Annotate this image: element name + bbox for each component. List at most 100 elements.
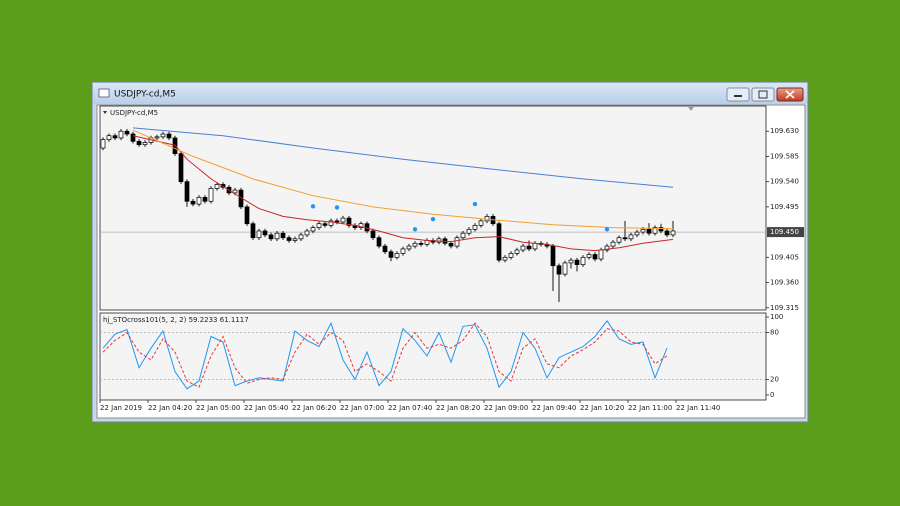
- candle-body: [286, 237, 292, 241]
- candle-body: [262, 230, 268, 236]
- x-tick-label: 22 Jan 2019: [100, 404, 142, 412]
- candle-body: [412, 242, 418, 247]
- moving-average: [132, 135, 674, 252]
- x-tick-label: 22 Jan 05:00: [196, 404, 240, 412]
- candle-body: [502, 256, 508, 261]
- candle-body: [616, 237, 622, 243]
- candle-body: [166, 133, 172, 139]
- candle-body: [268, 234, 274, 240]
- indicator-panel: [99, 312, 767, 401]
- candle-body: [124, 130, 130, 135]
- candle-body: [334, 220, 340, 223]
- candle-body: [586, 254, 592, 258]
- x-tick-label: 22 Jan 09:00: [484, 404, 528, 412]
- x-tick-label: 22 Jan 05:40: [244, 404, 288, 412]
- restore-icon: [758, 90, 768, 99]
- candle-body: [382, 245, 388, 253]
- candle-body: [496, 223, 502, 261]
- signal-dot: [310, 204, 316, 209]
- candle-body: [640, 228, 646, 233]
- y-tick-label: 109.540: [770, 178, 799, 186]
- y-tick-label: 20: [770, 375, 779, 383]
- candle-body: [658, 227, 664, 232]
- candle-body: [634, 231, 640, 236]
- window-title: USDJPY-cd,M5: [114, 90, 176, 100]
- minimize-button[interactable]: [726, 87, 750, 102]
- candle-body: [574, 259, 580, 265]
- candle-body: [130, 133, 136, 142]
- shift-marker: [688, 107, 694, 111]
- x-tick-label: 22 Jan 11:40: [676, 404, 720, 412]
- candle-body: [394, 253, 400, 258]
- candle-body: [610, 241, 616, 247]
- candle-body: [466, 228, 472, 234]
- candle-body: [298, 234, 304, 240]
- candle-body: [562, 262, 568, 275]
- candle-body: [598, 249, 604, 260]
- candle-body: [112, 135, 118, 139]
- indicator-label: hj_STOcross101(5, 2, 2) 59.2233 61.1117: [103, 316, 249, 324]
- candle-body: [550, 245, 556, 267]
- candle-body: [250, 223, 256, 239]
- candle-body: [118, 130, 124, 139]
- candle-body: [214, 184, 220, 189]
- oscillator-line: [102, 320, 668, 390]
- signal-dot: [412, 227, 418, 232]
- x-tick-label: 22 Jan 07:40: [388, 404, 432, 412]
- candle-body: [508, 253, 514, 258]
- candle-body: [322, 223, 328, 226]
- restore-button[interactable]: [751, 87, 775, 102]
- candle-body: [532, 242, 538, 250]
- y-tick-label: 109.405: [770, 253, 799, 261]
- candle-body: [292, 238, 298, 241]
- candle-body: [388, 251, 394, 258]
- candle-body: [358, 223, 364, 228]
- candle-body: [244, 206, 250, 225]
- x-tick-label: 22 Jan 06:20: [292, 404, 336, 412]
- candle-body: [370, 230, 376, 239]
- x-tick-label: 22 Jan 07:00: [340, 404, 384, 412]
- candle-body: [580, 256, 586, 265]
- x-tick-label: 22 Jan 10:20: [580, 404, 624, 412]
- signal-dot: [604, 227, 610, 232]
- chart-menu-icon: [103, 111, 107, 114]
- candle-body: [454, 237, 460, 247]
- candle-body: [628, 234, 634, 240]
- y-tick-label: 109.495: [770, 203, 799, 211]
- candle-body: [400, 248, 406, 254]
- candle-body: [556, 265, 562, 275]
- candle-body: [406, 245, 412, 250]
- candle-body: [520, 245, 526, 251]
- candle-body: [100, 139, 106, 149]
- candle-body: [106, 135, 112, 140]
- price-label-box: [767, 227, 804, 238]
- candle-body: [418, 242, 424, 245]
- candle-body: [310, 227, 316, 232]
- candle-body: [670, 230, 676, 236]
- candle-body: [526, 245, 532, 250]
- candle-body: [274, 232, 280, 240]
- candle-body: [622, 237, 628, 240]
- x-tick-label: 22 Jan 08:20: [436, 404, 480, 412]
- candle-body: [136, 140, 142, 146]
- candle-body: [346, 217, 352, 226]
- oscillator-line: [102, 322, 668, 388]
- candle-body: [478, 220, 484, 226]
- candle-body: [178, 153, 184, 183]
- y-tick-label: 80: [770, 329, 779, 337]
- price-label: 109.450: [770, 228, 799, 236]
- moving-average: [132, 127, 674, 188]
- candle-body: [304, 230, 310, 236]
- price-panel: [99, 105, 767, 311]
- candle-body: [190, 200, 196, 205]
- candle-body: [376, 237, 382, 247]
- candle-body: [142, 142, 148, 146]
- candle-body: [472, 225, 478, 230]
- candle-body: [256, 230, 262, 239]
- candle-body: [646, 228, 652, 234]
- x-tick-label: 22 Jan 04:20: [148, 404, 192, 412]
- signal-dot: [430, 217, 436, 222]
- candle-body: [664, 230, 670, 236]
